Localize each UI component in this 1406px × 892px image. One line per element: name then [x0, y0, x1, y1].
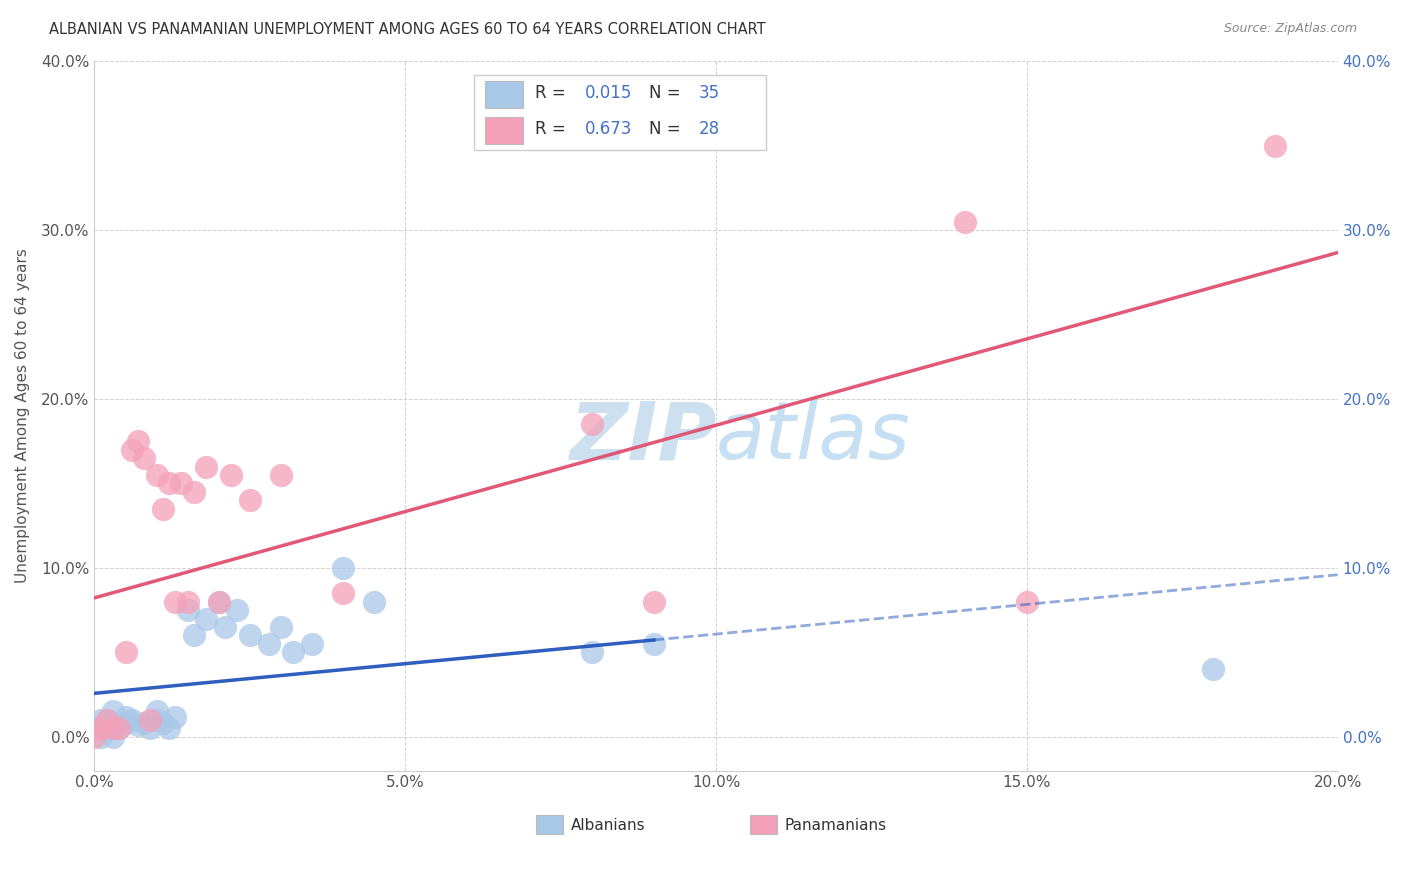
Text: atlas: atlas — [716, 398, 911, 476]
Point — [96, 713, 118, 727]
Point — [145, 705, 167, 719]
Point — [301, 637, 323, 651]
Point — [270, 467, 292, 482]
Point — [90, 722, 112, 736]
Point — [270, 620, 292, 634]
Point — [145, 467, 167, 482]
Point — [183, 484, 205, 499]
Point — [165, 595, 187, 609]
Point — [332, 586, 354, 600]
Point — [1202, 662, 1225, 676]
Point — [108, 722, 131, 736]
Point — [83, 730, 105, 744]
Point — [134, 716, 156, 731]
Point — [83, 722, 105, 736]
Point — [643, 595, 665, 609]
Point — [953, 214, 976, 228]
Point — [332, 561, 354, 575]
Point — [239, 628, 262, 642]
Point — [152, 716, 174, 731]
Point — [157, 476, 180, 491]
Point — [127, 718, 149, 732]
Point — [145, 713, 167, 727]
Point — [195, 459, 218, 474]
Point — [581, 417, 603, 432]
Point — [157, 722, 180, 736]
Point — [177, 595, 200, 609]
Point — [101, 730, 124, 744]
Point — [195, 611, 218, 625]
Point — [114, 716, 136, 731]
Point — [643, 637, 665, 651]
Point — [363, 595, 385, 609]
Point — [1264, 138, 1286, 153]
Point — [170, 476, 193, 491]
Point — [226, 603, 249, 617]
Point — [283, 645, 305, 659]
Point — [121, 442, 143, 457]
Point — [114, 645, 136, 659]
Point — [165, 709, 187, 723]
Point — [101, 705, 124, 719]
Point — [239, 493, 262, 508]
Point — [139, 713, 162, 727]
Point — [96, 722, 118, 736]
Point — [134, 451, 156, 466]
Point — [1015, 595, 1038, 609]
Point — [101, 722, 124, 736]
Point — [177, 603, 200, 617]
Text: Albanians: Albanians — [571, 818, 645, 833]
Y-axis label: Unemployment Among Ages 60 to 64 years: Unemployment Among Ages 60 to 64 years — [15, 249, 30, 583]
Point — [208, 595, 231, 609]
Point — [183, 628, 205, 642]
Point — [581, 645, 603, 659]
Point — [139, 722, 162, 736]
Point — [114, 709, 136, 723]
Point — [152, 501, 174, 516]
FancyBboxPatch shape — [536, 814, 564, 834]
Point — [121, 713, 143, 727]
Point — [127, 434, 149, 449]
Point — [96, 713, 118, 727]
Point — [90, 713, 112, 727]
FancyBboxPatch shape — [749, 814, 778, 834]
Point — [108, 722, 131, 736]
Point — [219, 467, 242, 482]
Text: Panamanians: Panamanians — [785, 818, 887, 833]
Point — [214, 620, 236, 634]
Text: Source: ZipAtlas.com: Source: ZipAtlas.com — [1223, 22, 1357, 36]
Text: ALBANIAN VS PANAMANIAN UNEMPLOYMENT AMONG AGES 60 TO 64 YEARS CORRELATION CHART: ALBANIAN VS PANAMANIAN UNEMPLOYMENT AMON… — [49, 22, 766, 37]
Point — [90, 730, 112, 744]
Point — [257, 637, 280, 651]
Point — [208, 595, 231, 609]
Text: ZIP: ZIP — [568, 398, 716, 476]
